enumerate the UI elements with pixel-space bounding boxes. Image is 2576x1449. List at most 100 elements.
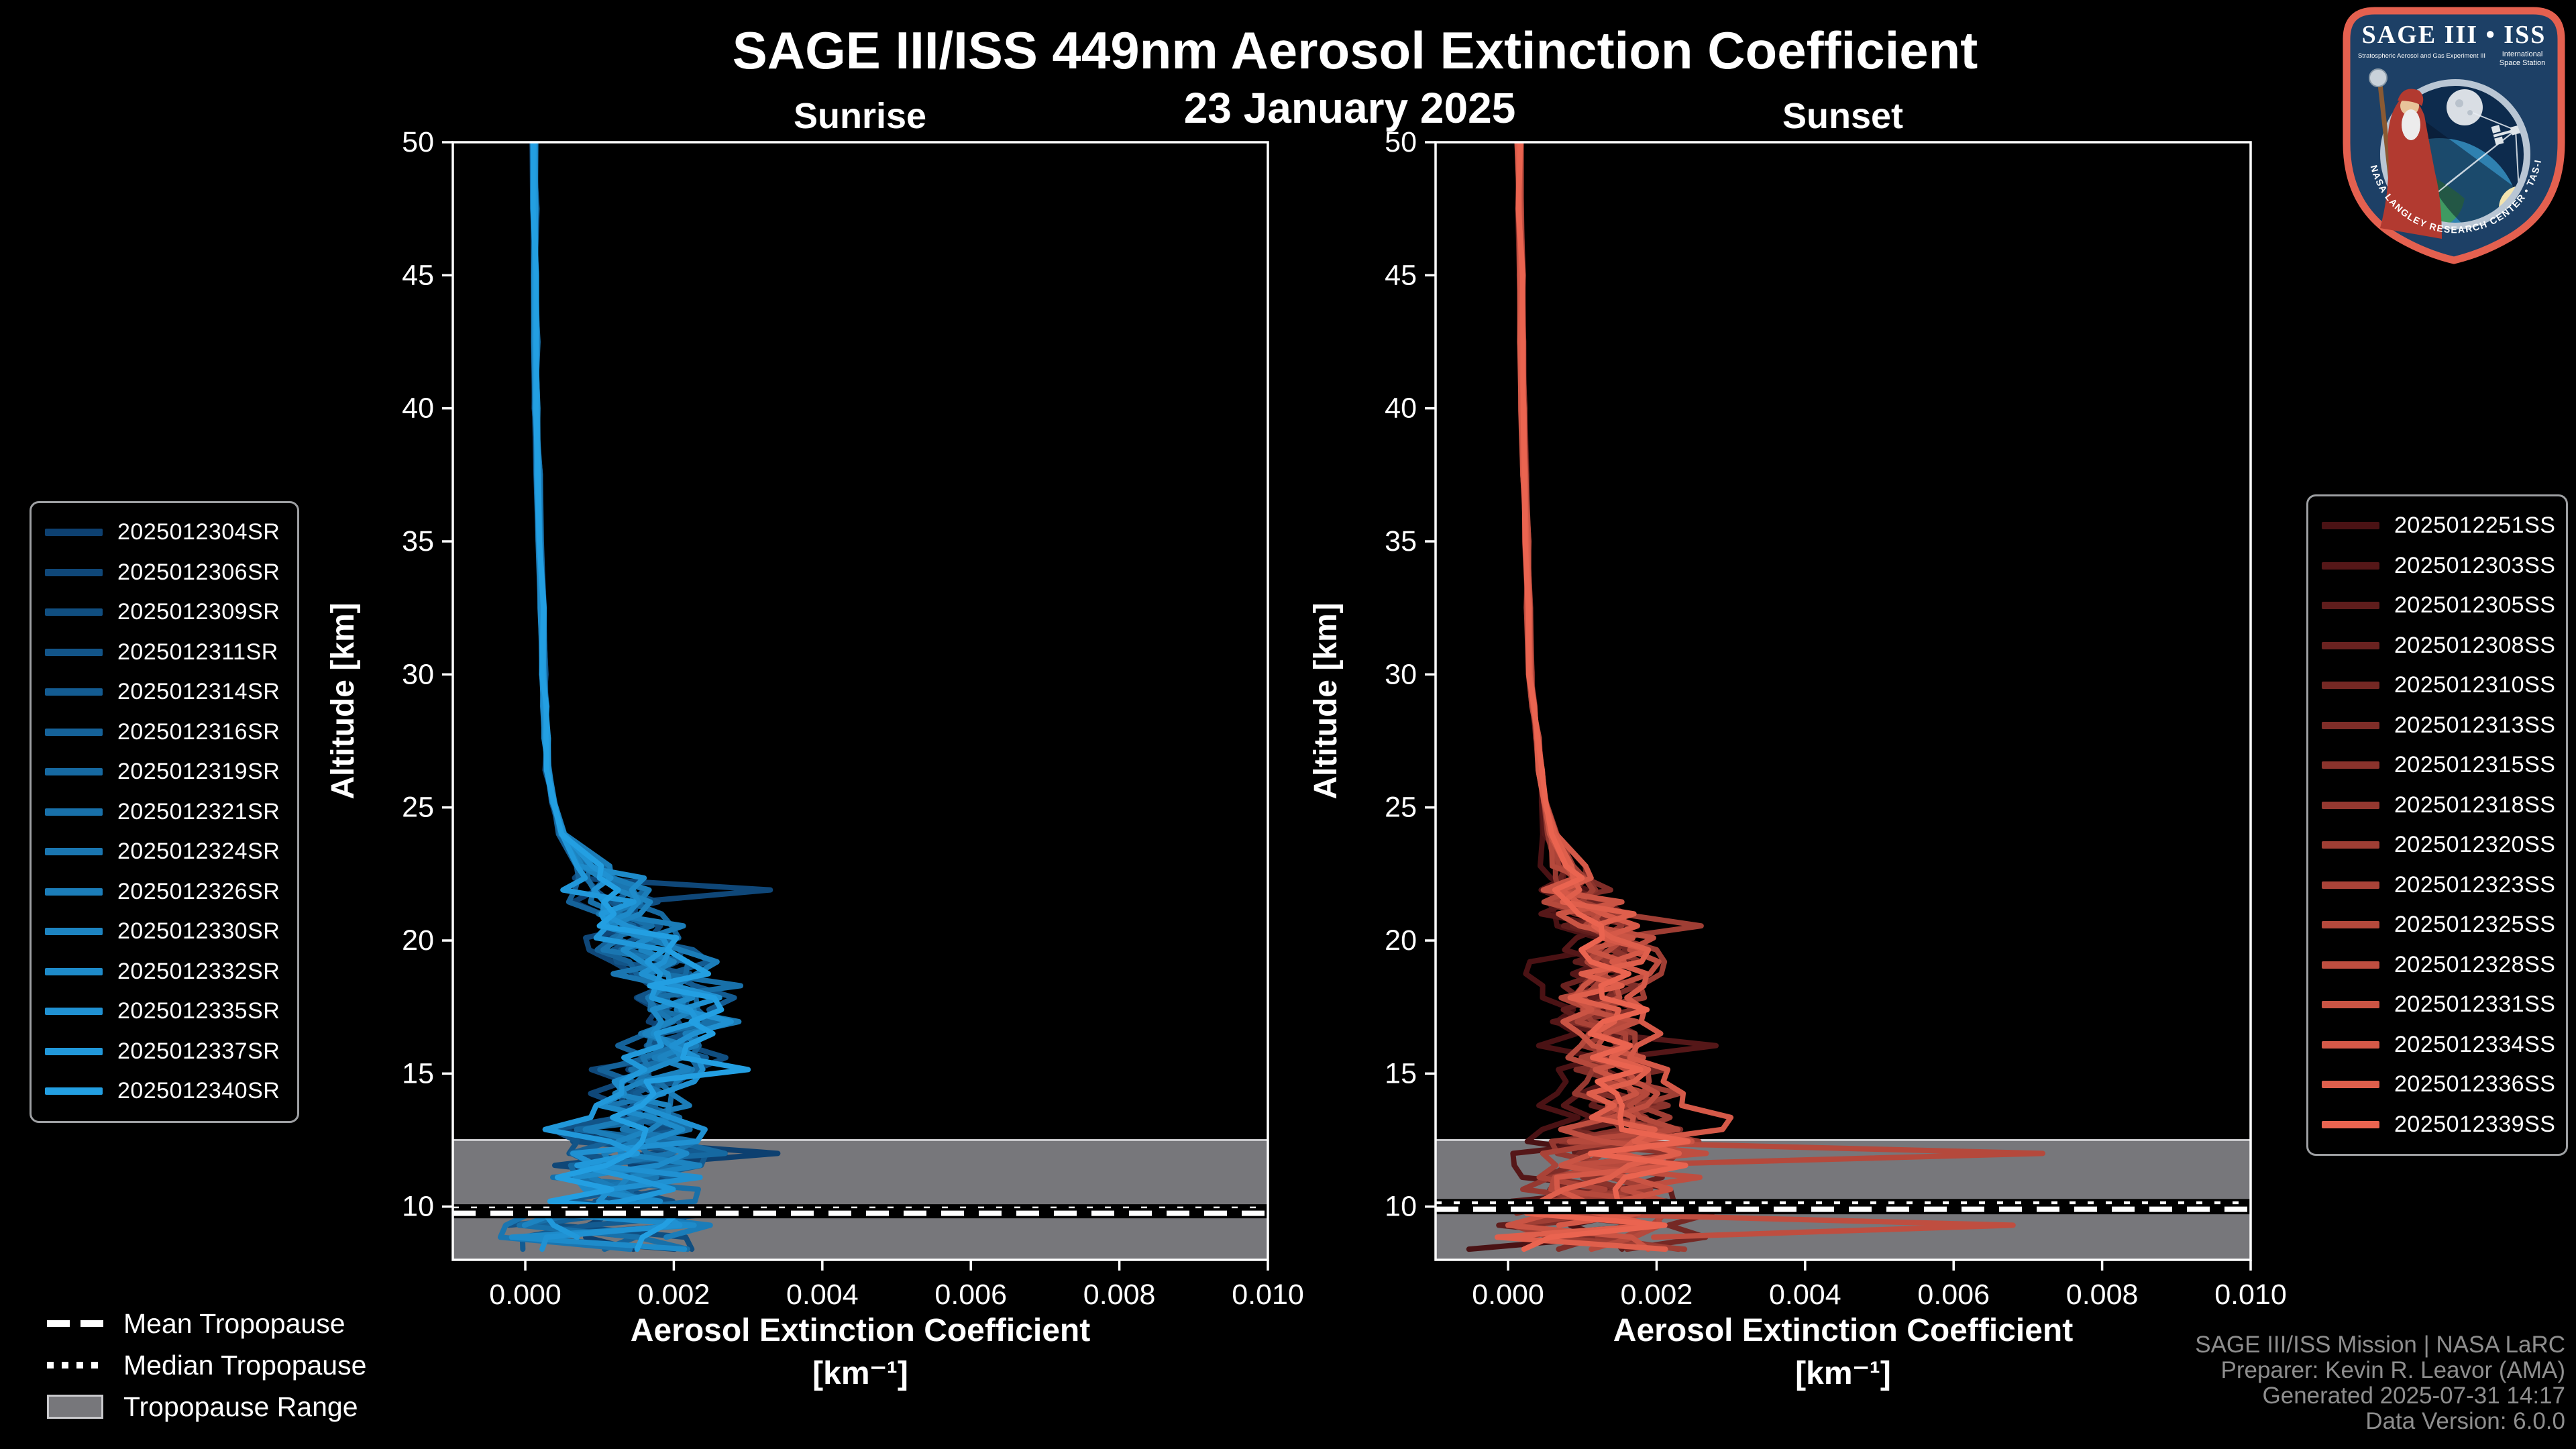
legend-event-label: 2025012326SR: [117, 878, 280, 904]
plot-border: [1434, 141, 2252, 1261]
legend-item-2025012303SS: 2025012303SS: [2322, 546, 2559, 586]
y-tick-label: 15: [1385, 1057, 1417, 1089]
attribution-mission: SAGE III/ISS Mission | NASA LaRC: [2195, 1332, 2565, 1358]
legend-event-label: 2025012310SS: [2394, 672, 2556, 698]
legend-sunrise-events: 2025012304SR 2025012306SR 2025012309SR 2025…: [30, 501, 299, 1123]
legend-item-2025012330SR: 2025012330SR: [45, 912, 290, 952]
legend-line-swatch: [45, 967, 103, 975]
x-tick-label: 0.006: [934, 1279, 1007, 1311]
sage-iii-iss-logo: SAGE III • ISS Stratospheric Aerosol and…: [2340, 5, 2565, 264]
legend-item-2025012318SS: 2025012318SS: [2322, 786, 2559, 826]
x-tick-label: 0.010: [2214, 1279, 2287, 1311]
legend-item-2025012313SS: 2025012313SS: [2322, 706, 2559, 746]
legend-event-label: 2025012334SS: [2394, 1031, 2556, 1057]
x-tick-label: 0.008: [2066, 1279, 2139, 1311]
legend-event-label: 2025012308SS: [2394, 632, 2556, 658]
band-swatch: [47, 1395, 105, 1419]
y-tick-label: 30: [402, 658, 434, 690]
legend-line-swatch: [45, 529, 103, 537]
legend-item-2025012251SS: 2025012251SS: [2322, 506, 2559, 546]
legend-line-swatch: [45, 688, 103, 696]
legend-line-swatch: [2322, 682, 2379, 690]
legend-item-2025012309SR: 2025012309SR: [45, 592, 290, 633]
date-subtitle: 23 January 2025: [1183, 84, 1516, 132]
legend-sunset-events: 2025012251SS 2025012303SS 2025012305SS 2025…: [2306, 494, 2568, 1156]
legend-label: Median Tropopause: [123, 1349, 367, 1381]
legend-label: Tropopause Range: [123, 1391, 358, 1422]
curve-2025012339SS: [1515, 142, 1691, 1252]
x-axis-label-units: [km⁻¹]: [812, 1356, 908, 1391]
legend-event-label: 2025012335SR: [117, 998, 280, 1024]
legend-line-swatch: [2322, 961, 2379, 969]
legend-item-2025012340SR: 2025012340SR: [45, 1071, 290, 1112]
panel-title-sunset: Sunset: [1782, 96, 1904, 136]
y-tick-label: 20: [1385, 924, 1417, 957]
legend-line-swatch: [45, 888, 103, 896]
legend-item-2025012305SS: 2025012305SS: [2322, 586, 2559, 626]
y-tick-label: 10: [402, 1191, 434, 1223]
legend-event-label: 2025012319SR: [117, 759, 280, 785]
legend-event-label: 2025012251SS: [2394, 513, 2556, 539]
legend-item-2025012335SR: 2025012335SR: [45, 991, 290, 1032]
y-tick-label: 15: [402, 1057, 434, 1089]
plot-panel-sunrise: 0.000 0.002 0.004 0.006 0.008 0.010 10 15 20 25 30…: [325, 126, 1304, 1311]
legend-event-label: 2025012306SR: [117, 559, 280, 585]
logo-sage-figure: [2369, 68, 2442, 239]
legend-line-swatch: [2322, 801, 2379, 809]
legend-line-swatch: [2322, 1040, 2379, 1049]
legend-item-2025012334SS: 2025012334SS: [2322, 1025, 2559, 1065]
legend-event-label: 2025012325SS: [2394, 912, 2556, 938]
logo-subtitle-right-2: Space Station: [2500, 59, 2546, 67]
y-tick-label: 35: [402, 525, 434, 557]
legend-line-swatch: [45, 768, 103, 776]
legend-event-label: 2025012330SR: [117, 918, 280, 945]
legend-line-swatch: [2322, 1120, 2379, 1128]
legend-item-2025012323SS: 2025012323SS: [2322, 865, 2559, 906]
legend-line-swatch: [2322, 561, 2379, 570]
legend-line-swatch: [2322, 522, 2379, 530]
y-tick-label: 30: [1385, 658, 1417, 690]
legend-event-label: 2025012305SS: [2394, 592, 2556, 619]
legend-item-2025012314SR: 2025012314SR: [45, 672, 290, 712]
legend-event-label: 2025012340SR: [117, 1078, 280, 1104]
legend-line-swatch: [45, 648, 103, 656]
y-tick-label: 40: [1385, 392, 1417, 425]
logo-title: SAGE III • ISS: [2362, 21, 2546, 49]
x-tick-label: 0.008: [1083, 1279, 1156, 1311]
curve-2025012314SR: [519, 142, 737, 1252]
page-title: SAGE III/ISS 449nm Aerosol Extinction Co…: [732, 21, 1978, 80]
attribution-generated: Generated 2025-07-31 14:17: [2262, 1383, 2565, 1409]
legend-event-label: 2025012315SS: [2394, 752, 2556, 778]
legend-line-swatch: [45, 568, 103, 576]
legend-event-label: 2025012320SS: [2394, 832, 2556, 858]
legend-item-2025012311SR: 2025012311SR: [45, 633, 290, 673]
logo-subtitle-left: Stratospheric Aerosol and Gas Experiment…: [2358, 52, 2485, 60]
legend-item-2025012336SS: 2025012336SS: [2322, 1065, 2559, 1105]
legend-event-label: 2025012332SR: [117, 958, 280, 984]
legend-line-swatch: [45, 1047, 103, 1055]
legend-line-swatch: [45, 1087, 103, 1095]
x-tick-label: 0.010: [1232, 1279, 1304, 1311]
legend-line-swatch: [45, 848, 103, 856]
y-tick-label: 35: [1385, 525, 1417, 557]
y-tick-label: 25: [402, 792, 434, 824]
plot-panel-sunset: 0.000 0.002 0.004 0.006 0.008 0.010 10 15 20 25 30…: [1308, 126, 2287, 1311]
legend-item-2025012339SS: 2025012339SS: [2322, 1105, 2559, 1145]
attribution-block: SAGE III/ISS Mission | NASA LaRC Prepare…: [2195, 1332, 2565, 1434]
legend-line-swatch: [2322, 641, 2379, 649]
legend-event-label: 2025012309SR: [117, 599, 280, 625]
x-axis-label-units: [km⁻¹]: [1795, 1356, 1891, 1391]
legend-item-2025012326SR: 2025012326SR: [45, 872, 290, 912]
y-tick-label: 10: [1385, 1191, 1417, 1223]
legend-event-label: 2025012328SS: [2394, 951, 2556, 977]
y-tick-label: 45: [1385, 259, 1417, 291]
legend-item-2025012320SS: 2025012320SS: [2322, 825, 2559, 865]
legend-item-2025012332SR: 2025012332SR: [45, 952, 290, 992]
y-tick-label: 45: [402, 259, 434, 291]
legend-event-label: 2025012313SS: [2394, 712, 2556, 738]
tropopause-legend: Mean Tropopause Median Tropopause Tropop…: [47, 1303, 366, 1428]
legend-line-swatch: [2322, 841, 2379, 849]
y-tick-label: 50: [1385, 126, 1417, 158]
legend-event-label: 2025012303SS: [2394, 552, 2556, 578]
